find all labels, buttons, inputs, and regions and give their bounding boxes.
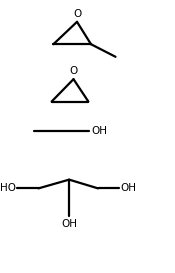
Text: O: O <box>73 9 81 19</box>
Text: O: O <box>69 66 78 76</box>
Text: OH: OH <box>120 183 136 193</box>
Text: HO: HO <box>0 183 16 193</box>
Text: OH: OH <box>61 219 77 229</box>
Text: OH: OH <box>91 126 107 136</box>
